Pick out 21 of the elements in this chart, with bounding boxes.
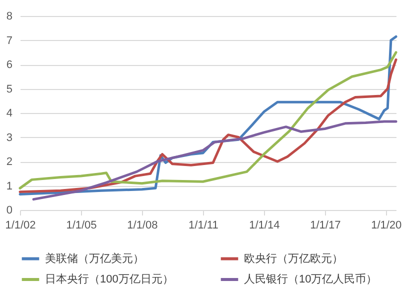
- y-tick-label: 6: [6, 59, 12, 71]
- x-tick-label: 1/1/02: [5, 220, 36, 232]
- line-series: [32, 120, 398, 201]
- x-tick-label: 1/1/14: [249, 220, 280, 232]
- y-tick-label: 7: [6, 34, 12, 47]
- y-tick-label: 8: [6, 10, 12, 22]
- x-tick-label: 1/1/08: [127, 220, 158, 232]
- x-tick-label: 1/1/17: [310, 220, 341, 232]
- y-tick-label: 2: [6, 156, 12, 168]
- y-tick-label: 4: [6, 108, 12, 120]
- legend-label: 欧央行（万亿欧元）: [244, 252, 343, 265]
- y-tick-label: 0: [6, 204, 12, 216]
- y-tick-label: 5: [6, 83, 12, 96]
- x-tick-label: 1/1/05: [66, 220, 97, 232]
- x-tick-label: 1/1/20: [371, 220, 402, 232]
- legend-label: 美联储（万亿美元）: [45, 252, 144, 265]
- legend-label: 人民银行（10万亿人民币）: [244, 272, 378, 286]
- legend-label: 日本央行（100万亿日元）: [45, 272, 174, 286]
- y-tick-label: 1: [6, 180, 12, 192]
- x-tick-label: 1/1/11: [188, 220, 218, 232]
- y-tick-label: 3: [6, 132, 12, 144]
